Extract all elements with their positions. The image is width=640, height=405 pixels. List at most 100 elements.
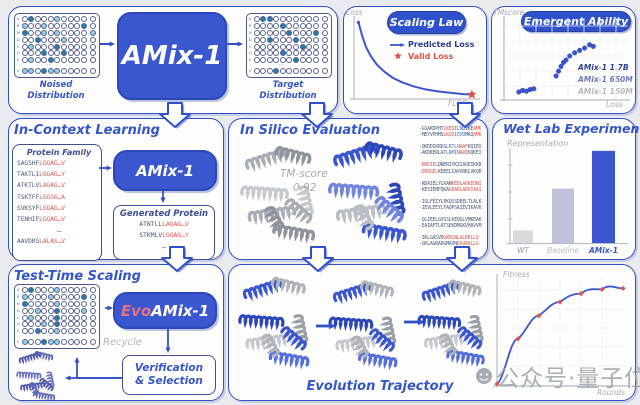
grid-cell [67,314,74,321]
grid-cell [28,338,35,345]
grid-cell [41,57,48,64]
grid-cell [54,50,61,57]
grid-cell [90,67,97,74]
grid-row-label: N [249,30,252,35]
grid-cell [260,43,267,50]
grid-cell [312,36,319,43]
grid-cell [279,22,286,29]
grid-cell [28,287,35,293]
grid-cell [21,328,28,335]
grid-cell [34,36,41,43]
test-time-title: Test-Time Scaling [14,269,141,284]
grid-row-label: A [249,17,252,21]
grid-cell [293,67,300,74]
grid-cell [28,22,35,29]
grid-cell [67,22,74,29]
grid-row: V [249,67,329,74]
grid-cell [34,328,41,335]
grid-cell [90,328,97,335]
grid-cell [80,287,87,293]
grid-cell [41,328,48,335]
grid-cell [312,22,319,29]
grid-cell [61,307,68,314]
grid-row: N [17,29,97,36]
grid-cell [80,314,87,321]
legend-valid-loss: Valid Loss [408,52,454,61]
grid-cell [61,314,68,321]
grid-cell [54,67,61,74]
grid-cell [34,321,41,328]
grid-cell [34,307,41,314]
grid-cell [28,16,35,22]
grid-cell [74,22,81,29]
grid-cell [90,314,97,321]
emergent-series-label: AMix-1 1.7B [578,63,629,72]
grid-cell [67,321,74,328]
in-context-title: In-Context Learning [14,123,160,138]
grid-row: A [249,16,329,22]
grid-cell [41,29,48,36]
grid-cell [61,57,68,64]
generated-protein-title: Generated Protein [119,209,209,219]
grid-cell [260,29,267,36]
grid-cell [80,16,87,22]
grid-cell [47,29,54,36]
grid-cell [293,22,300,29]
grid-cell [266,67,273,74]
grid-cell [273,67,280,74]
legend-predicted-loss: Predicted Loss [408,40,475,49]
grid-cell [80,57,87,64]
grid-row: A [17,16,97,22]
silico-sequence-line: -DERIELDNERIYKIIASEIKKR [419,163,482,169]
grid-cell [80,29,87,36]
grid-cell [80,36,87,43]
grid-cell [67,43,74,50]
grid-cell [306,29,313,36]
grid-row: R [17,293,97,300]
grid-cell [74,16,81,22]
grid-cell [279,67,286,74]
emergent-ylabel: TMscore [493,8,525,17]
grid-row-label: E [17,329,20,334]
grid-cell [67,67,74,74]
grid-cell [47,321,54,328]
grid-cell [90,43,97,50]
grid-cell [61,50,68,57]
grid-cell [21,67,28,74]
grid-cell [266,36,273,43]
grid-cell [266,16,273,22]
emergent-series-label: AMix-1 650M [578,75,633,84]
grid-row-label: V [17,339,20,344]
grid-cell [90,300,97,307]
grid-cell [322,29,329,36]
grid-cell [266,57,273,64]
evoamix-box: Evo AMix-1 [113,292,217,329]
grid-cell [34,43,41,50]
grid-cell [54,300,61,307]
grid-cell [273,50,280,57]
grid-row: R [17,22,97,29]
grid-cell [41,50,48,57]
grid-cell [273,57,280,64]
grid-cell [21,300,28,307]
grid-row-label: R [17,23,20,28]
grid-cell [90,50,97,57]
grid-cell [253,36,260,43]
evolution-caption: Evolution Trajectory [306,379,454,394]
grid-cell [34,338,41,345]
grid-row-label: D [17,37,20,42]
silico-sequence-line: -DERGELKDEELIAVVRKLVKQR [419,169,482,175]
tm-score-label: TM-score [280,168,328,180]
grid-cell [312,67,319,74]
grid-cell [67,300,74,307]
grid-cell [74,328,81,335]
grid-row-label: R [249,23,252,28]
grid-row-label: E [17,58,20,63]
grid-cell [306,16,313,22]
evoamix-label: AMix-1 [151,301,210,320]
grid-cell [260,67,267,74]
scaling-law-badge: Scaling Law [387,11,466,34]
grid-cell [21,314,28,321]
grid-cell [299,29,306,36]
grid-cell [266,43,273,50]
